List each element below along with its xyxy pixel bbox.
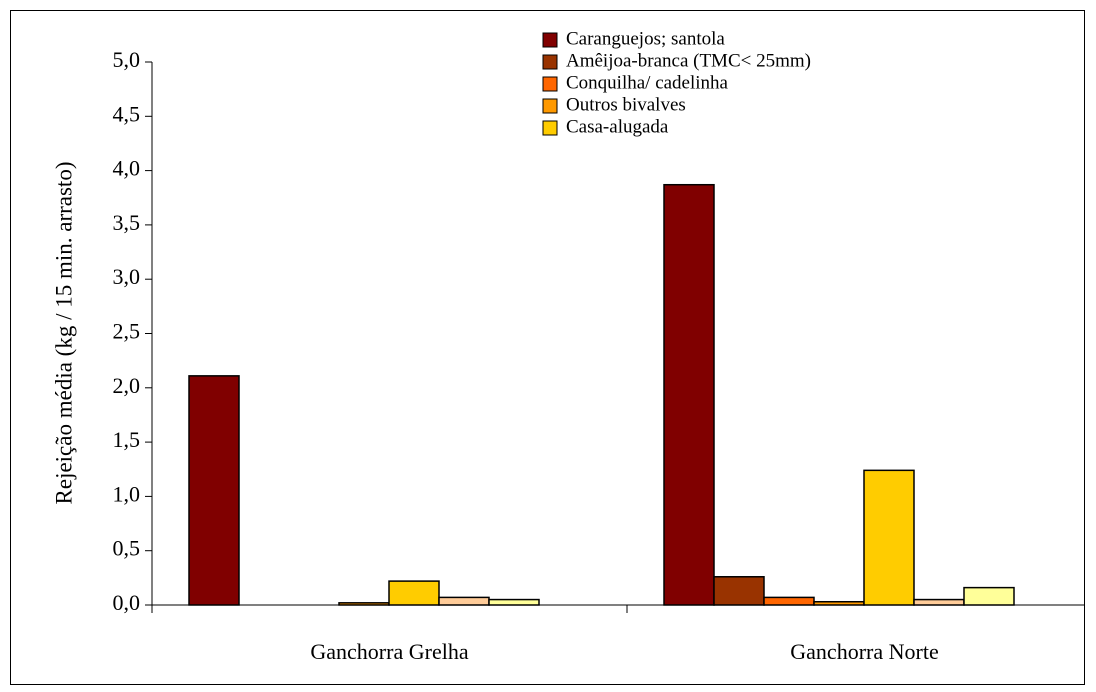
bar (488, 598, 540, 606)
x-tick-label: Ganchorra Norte (790, 639, 938, 664)
bar (913, 598, 965, 606)
y-tick-label: 5,0 (113, 47, 141, 72)
y-tick-label: 1,0 (113, 481, 141, 506)
bar (663, 183, 715, 606)
bar (963, 586, 1015, 606)
y-tick-label: 1,5 (113, 427, 141, 452)
legend-label: Conquilha/ cadelinha (566, 72, 729, 93)
bar (338, 602, 390, 606)
y-tick-label: 3,5 (113, 210, 141, 235)
legend-swatch (542, 120, 558, 136)
legend-label: Casa-alugada (566, 116, 669, 137)
y-axis-label: Rejeição média (kg / 15 min. arrasto) (51, 162, 76, 505)
y-tick-label: 4,0 (113, 156, 141, 181)
bar (188, 375, 240, 606)
legend-swatch (542, 54, 558, 70)
legend-label: Outros bivalves (566, 94, 686, 115)
y-tick-label: 0,5 (113, 536, 141, 561)
y-tick-label: 4,5 (113, 101, 141, 126)
y-tick-label: 3,0 (113, 264, 141, 289)
bar (438, 596, 490, 606)
x-tick-label: Ganchorra Grelha (310, 639, 468, 664)
bar (713, 576, 765, 606)
legend-label: Amêijoa-branca (TMC< 25mm) (566, 50, 811, 71)
bar (813, 600, 865, 606)
bar (388, 580, 440, 606)
legend-swatch (542, 32, 558, 48)
y-tick-label: 2,5 (113, 319, 141, 344)
bar (863, 469, 915, 606)
legend-swatch (542, 98, 558, 114)
bar (763, 596, 815, 606)
y-tick-label: 2,0 (113, 373, 141, 398)
legend-label: Caranguejos; santola (566, 28, 725, 49)
legend-swatch (542, 76, 558, 92)
y-tick-label: 0,0 (113, 590, 141, 615)
